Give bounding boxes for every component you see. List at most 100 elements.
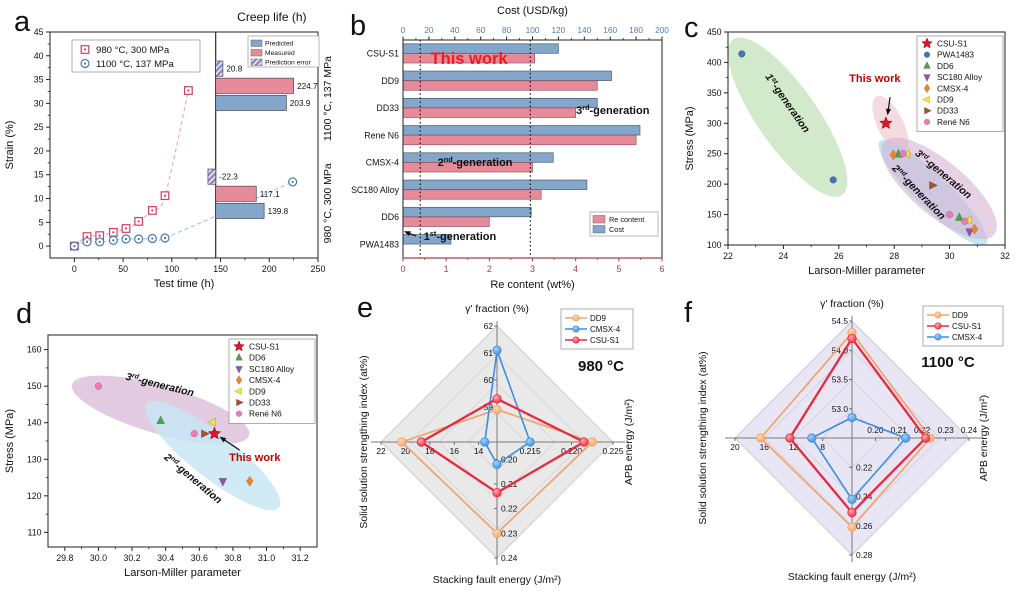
legend-label: René N6	[249, 409, 282, 419]
top-tick-label: 53.5	[832, 375, 849, 385]
cost-tick-label: 80	[502, 25, 512, 35]
re-content-bar	[402, 189, 542, 200]
bottom-axis-label: Re content (wt%)	[490, 279, 574, 291]
x-tick-label: 31.0	[258, 553, 275, 563]
legend-label: CMSX-4	[937, 83, 969, 93]
x-tick-label: 150	[213, 264, 228, 274]
y-tick-label: 450	[707, 27, 722, 37]
legend-ball	[934, 322, 942, 330]
panel-label-c: c	[684, 12, 699, 44]
panel-b-chart: CSU-S1 DD9 DD33 Rene N6 CMSX-4 SC180 Alloy DD6…	[351, 5, 669, 291]
cost-tick-label: 120	[551, 25, 565, 35]
re-content-bar	[402, 216, 490, 227]
x-tick-label: 30.0	[90, 553, 107, 563]
right-axis-label: APB energy (J/m²)	[623, 399, 635, 485]
this-work-label: This work	[849, 73, 901, 85]
annotation: This work	[431, 50, 509, 68]
y-tick-label: 5	[39, 217, 44, 227]
data-point-dot	[137, 220, 140, 223]
left-tick-label: 8	[820, 442, 825, 452]
legend-label: René N6	[937, 117, 970, 127]
cost-bar	[402, 179, 588, 190]
y-tick-label: 20	[34, 146, 44, 156]
bottom-tick-label: 0.24	[856, 492, 873, 502]
data-point-triangle-down	[235, 366, 243, 374]
data-point-dot	[85, 235, 89, 238]
legend-label: CSU-S1	[249, 342, 280, 352]
data-point-circle	[738, 50, 746, 58]
x-tick-label: 31.2	[292, 553, 309, 563]
bar-value-label: 139.8	[268, 207, 289, 216]
bottom-tick-label: 0.28	[856, 550, 873, 560]
category-label: CMSX-4	[366, 158, 399, 168]
bottom-tick-label: 0.23	[501, 528, 518, 538]
legend-label: DD9	[249, 386, 266, 396]
right-tick-label: 0.21	[891, 425, 908, 435]
panel-label-b: b	[350, 10, 367, 42]
data-point-dot	[83, 62, 87, 65]
legend-label: DD33	[249, 398, 271, 408]
cost-tick-label: 0	[401, 25, 406, 35]
inset-title: Creep life (h)	[237, 10, 306, 24]
data-point-triangle-down	[218, 477, 228, 487]
bar-value-label: 224.7	[297, 82, 318, 91]
legend-label: DD9	[952, 311, 969, 320]
x-tick-label: 30.2	[124, 553, 141, 563]
data-point-triangle-up	[923, 60, 931, 69]
data-point-dot	[73, 245, 76, 248]
legend-box	[916, 35, 1004, 132]
x-tick-label: 200	[262, 264, 277, 274]
y-tick-label: 200	[707, 179, 722, 189]
x-axis-label: Test time (h)	[154, 278, 215, 290]
creep-life-bar	[207, 168, 217, 185]
data-point-triangle-up	[954, 212, 964, 221]
data-point-triangle-right	[201, 429, 210, 439]
x-tick-label: 50	[118, 264, 128, 274]
data-point-dot	[83, 48, 87, 51]
legend-label: CMSX-4	[590, 325, 621, 334]
data-point-circle	[961, 217, 969, 225]
right-axis-label: APB energy (J/m²)	[978, 395, 990, 481]
y-tick-label: 45	[34, 27, 44, 37]
data-point-dot	[98, 240, 101, 243]
y-tick-label: 0	[39, 241, 44, 251]
x-tick-label: 30.4	[157, 553, 174, 563]
legend-label: Re content	[609, 215, 644, 224]
top-tick-label: 62	[484, 321, 494, 331]
bar-value-label: 203.9	[290, 99, 311, 108]
annotation: 2nd-generation	[438, 155, 513, 169]
x-tick-label: 30	[945, 251, 955, 261]
left-tick-label: 12	[789, 442, 799, 452]
re-content-bar	[402, 80, 598, 91]
top-tick-label: 54.5	[832, 316, 849, 326]
arrow-line	[221, 437, 240, 451]
re-tick-label: 2	[487, 264, 492, 274]
y-tick-label: 35	[34, 75, 44, 85]
data-point-dot	[85, 240, 89, 243]
cost-tick-label: 160	[603, 25, 617, 35]
data-point-star	[207, 426, 222, 440]
cost-bar	[402, 206, 532, 218]
legend-label: DD6	[249, 353, 266, 363]
legend-swatch	[592, 225, 606, 234]
data-point-circle	[899, 150, 907, 158]
bar-value-label: -22.3	[219, 173, 238, 182]
right-tick-label: 0.24	[961, 425, 978, 435]
data-point-dot	[137, 237, 140, 241]
data-point-dot	[187, 89, 190, 92]
re-tick-label: 5	[616, 264, 621, 274]
radar-point	[492, 394, 502, 404]
cost-tick-label: 40	[450, 25, 460, 35]
y-tick-label: 100	[707, 240, 722, 250]
x-tick-label: 24	[779, 251, 789, 261]
x-tick-label: 30.6	[191, 553, 208, 563]
panel-title: 1100 °C	[921, 354, 975, 371]
legend-ball	[572, 325, 580, 333]
radar-point	[785, 433, 795, 443]
creep-life-bar	[215, 60, 224, 77]
data-point-diamond	[923, 83, 931, 94]
bar-value-label: 117.1	[260, 190, 280, 199]
re-tick-label: 4	[573, 264, 578, 274]
right-tick-label: 0.220	[561, 446, 582, 456]
x-tick-label: 29.8	[56, 553, 73, 563]
